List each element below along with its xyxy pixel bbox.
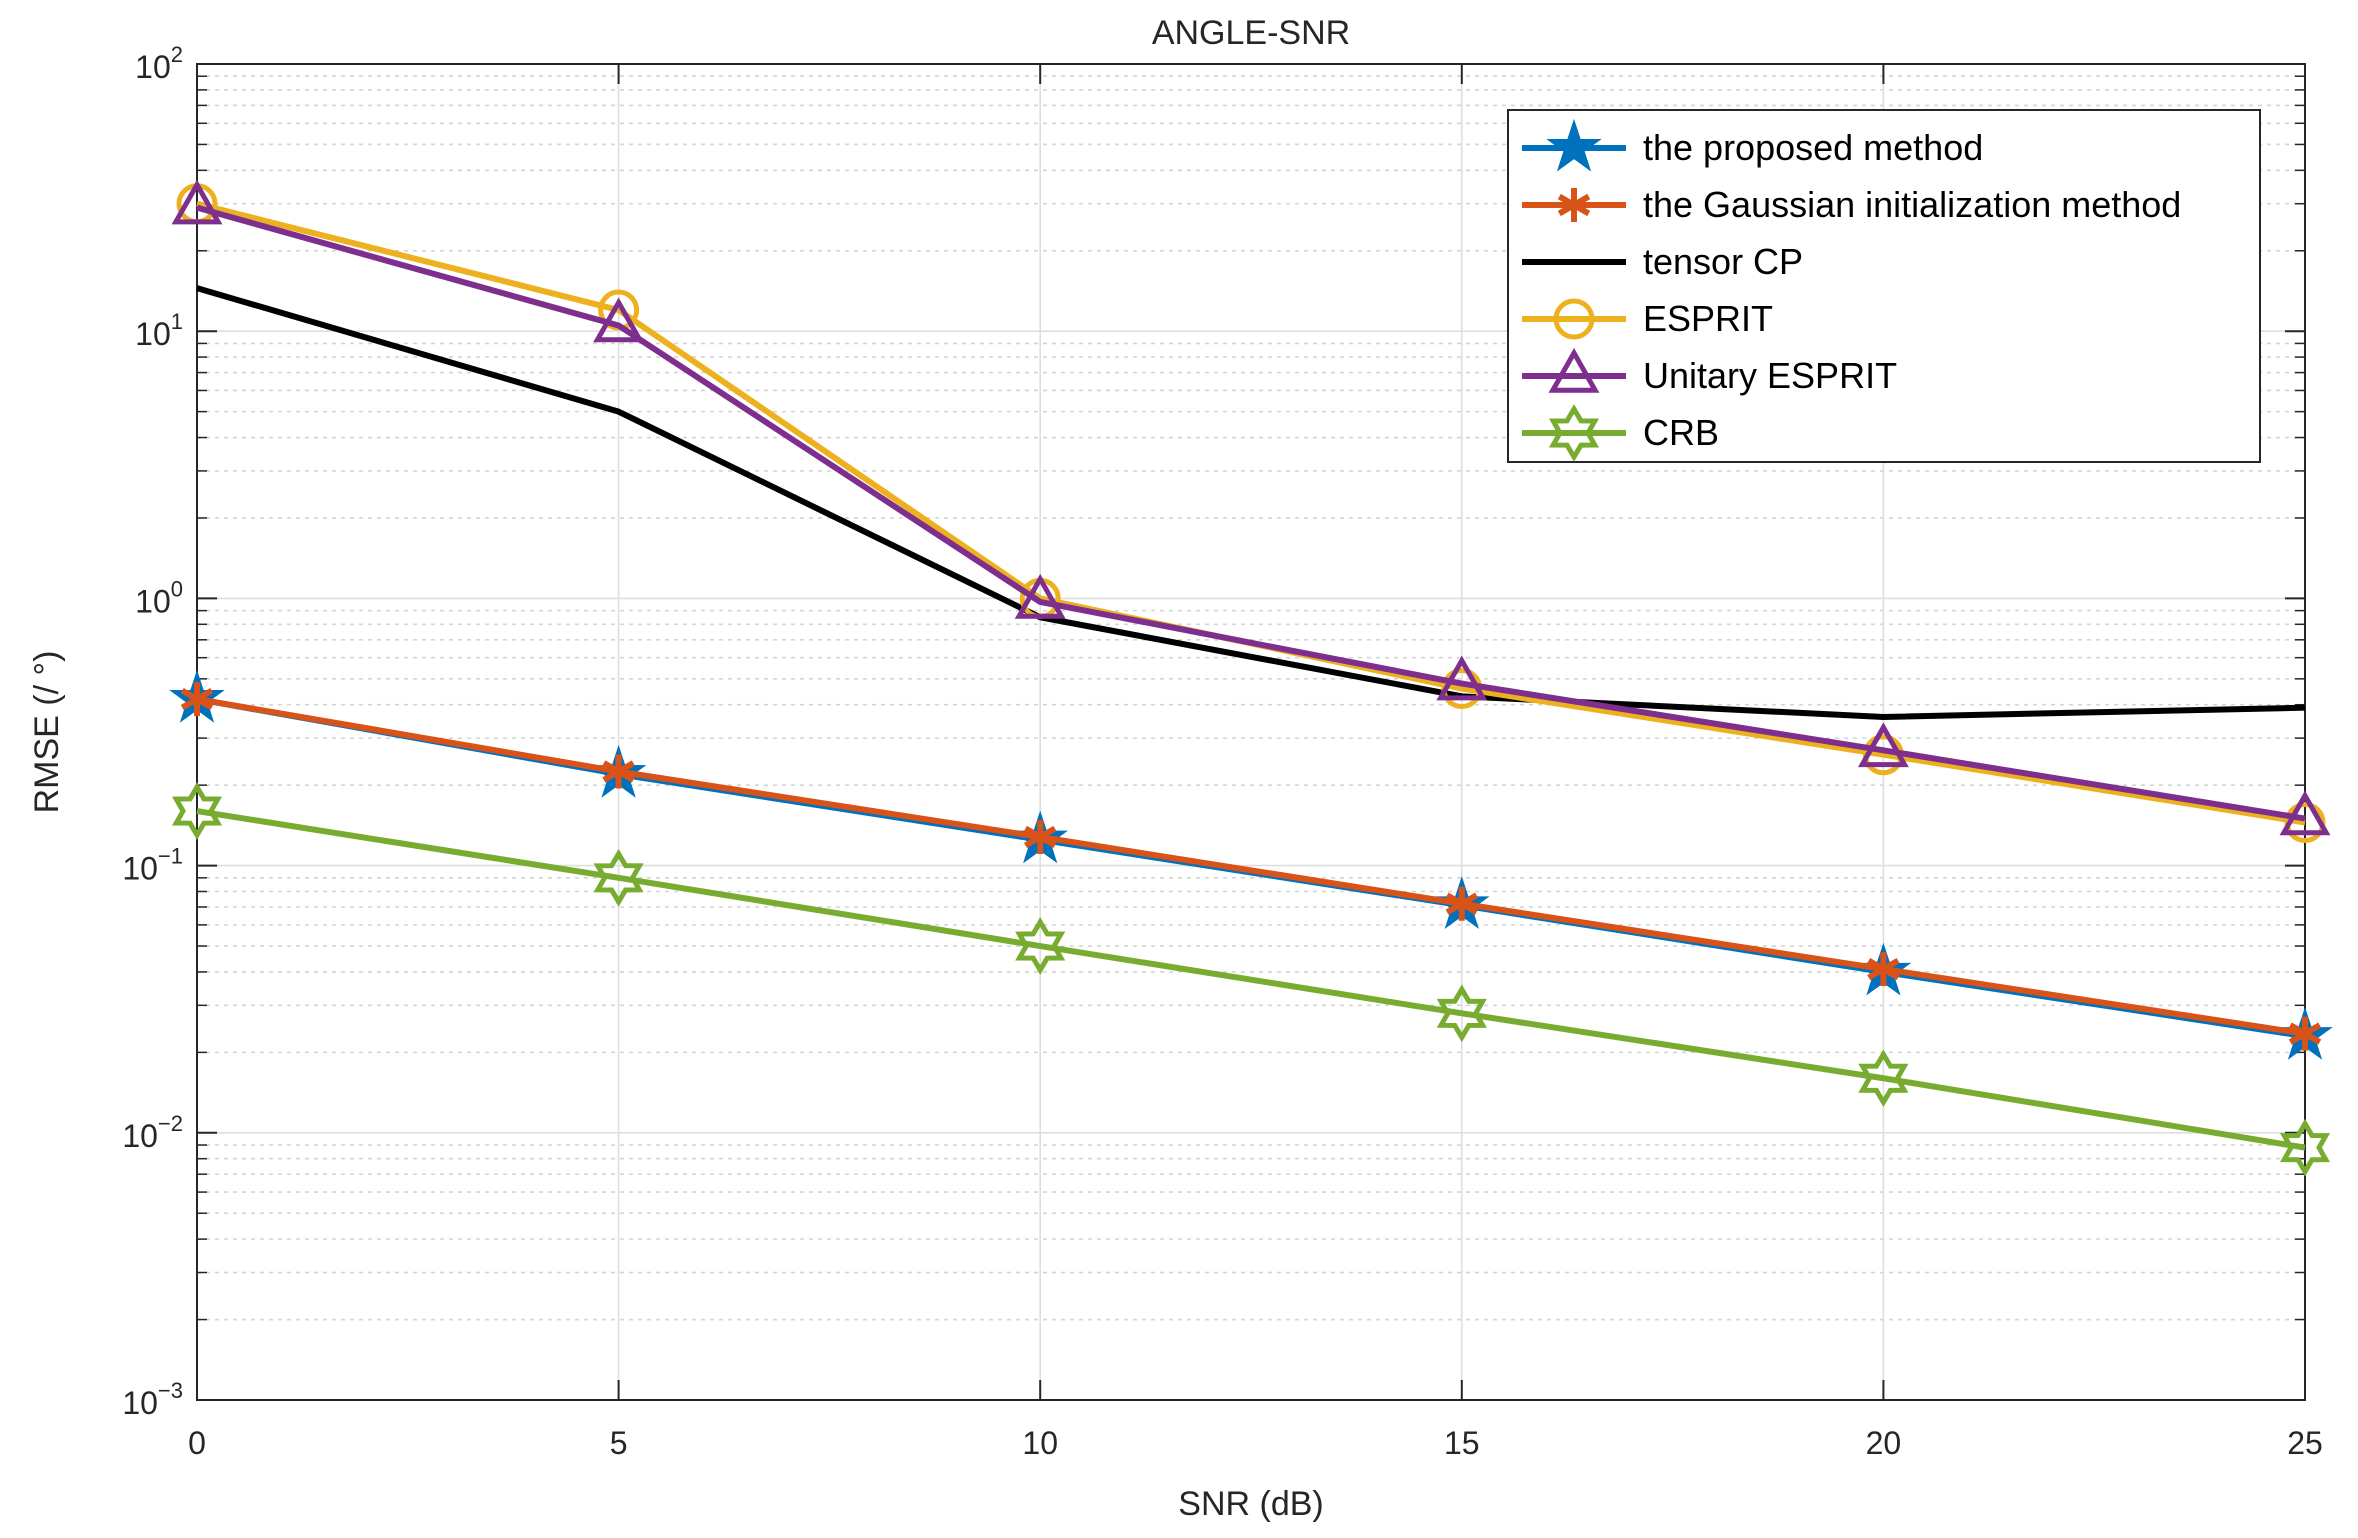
data-point-marker	[593, 848, 644, 907]
legend-entry: tensor CP	[1522, 241, 1803, 282]
legend-entry: the Gaussian initialization method	[1522, 184, 2181, 225]
x-tick-labels: 0 5 10 15 20 25	[188, 1425, 2323, 1461]
data-point-marker	[171, 782, 223, 840]
y-tick-label: 10−1	[122, 844, 183, 887]
data-point-marker	[1023, 819, 1057, 854]
marker-stroke	[2288, 1022, 2322, 1045]
x-tick-label: 15	[1444, 1425, 1480, 1461]
series-line	[196, 696, 2306, 1037]
x-tick-label: 10	[1022, 1425, 1058, 1461]
marker-stroke	[1023, 825, 1057, 849]
series-line	[196, 285, 2306, 720]
series-layer	[169, 179, 2333, 1177]
data-point-marker	[1436, 655, 1488, 701]
series-1	[180, 682, 2322, 1051]
legend-marker	[1548, 404, 1600, 462]
legend-label: Unitary ESPRIT	[1643, 355, 1897, 396]
data-point-marker	[602, 754, 635, 789]
data-point-marker	[2279, 790, 2331, 836]
x-axis-label: SNR (dB)	[1178, 1485, 1323, 1523]
data-point-marker	[1858, 1049, 1909, 1108]
legend-marker	[1557, 188, 1591, 222]
series-line	[196, 204, 2306, 822]
x-tick-label: 0	[188, 1425, 206, 1461]
legend-label: the Gaussian initialization method	[1643, 184, 2181, 225]
data-point-marker	[1015, 917, 1066, 975]
x-tick-label: 20	[1866, 1425, 1902, 1461]
data-point-marker	[1867, 952, 1900, 987]
axis-ticks	[196, 63, 2306, 1401]
legend-label: ESPRIT	[1643, 298, 1773, 339]
y-tick-labels: 102 101 100 10−1 10−2 10−3	[122, 42, 183, 1421]
series-4	[171, 179, 2331, 836]
y-tick-label: 102	[135, 42, 183, 85]
x-tick-label: 25	[2287, 1425, 2323, 1461]
y-tick-label: 101	[135, 309, 183, 352]
data-point-marker	[2288, 1016, 2322, 1051]
legend-label: the proposed method	[1643, 127, 1983, 168]
legend-entry: Unitary ESPRIT	[1522, 347, 1897, 396]
legend-marker	[1553, 298, 1595, 340]
data-point-marker	[2279, 1118, 2331, 1177]
legend-entry: CRB	[1522, 404, 1719, 462]
series-line	[196, 808, 2306, 1151]
y-axis-label: RMSE (/ °)	[28, 651, 66, 814]
y-tick-label: 10−3	[122, 1378, 183, 1421]
data-point-marker	[1445, 886, 1479, 921]
y-tick-label: 100	[135, 576, 183, 619]
data-point-marker	[171, 179, 223, 225]
legend-entry: ESPRIT	[1522, 298, 1773, 340]
marker-stroke	[1557, 193, 1591, 217]
legend-marker	[1548, 347, 1600, 393]
series-5	[171, 782, 2331, 1177]
data-point-marker	[1857, 722, 1909, 768]
data-point-marker	[1436, 984, 1487, 1043]
legend-marker	[1546, 118, 1602, 172]
marker-stroke	[180, 687, 214, 711]
series-2	[196, 285, 2306, 720]
data-point-marker	[180, 682, 214, 717]
y-tick-label: 10−2	[122, 1111, 183, 1154]
marker-stroke	[1867, 957, 1900, 981]
axes-box	[196, 63, 2306, 1401]
data-point-marker	[593, 297, 645, 343]
marker-stroke	[602, 760, 635, 783]
x-tick-label: 5	[610, 1425, 628, 1461]
data-point-marker	[1014, 573, 1066, 619]
legend: the proposed method the Gaussian initiali…	[1507, 109, 2261, 463]
chart-title: ANGLE-SNR	[1152, 14, 1350, 52]
legend-box	[1507, 109, 2261, 463]
legend-label: tensor CP	[1643, 241, 1803, 282]
legend-label: CRB	[1643, 412, 1719, 453]
legend-entry: the proposed method	[1522, 118, 1983, 172]
marker-stroke	[1445, 892, 1479, 915]
legend-entries: the proposed method the Gaussian initiali…	[1522, 118, 2181, 462]
